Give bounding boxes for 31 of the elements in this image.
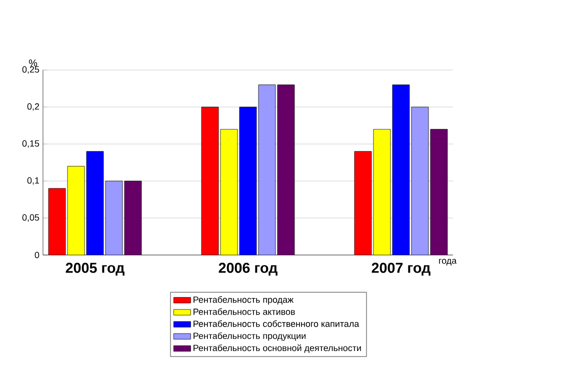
x-tick-label: 2005 год: [66, 262, 124, 276]
y-tick-label: 0,15: [22, 140, 40, 148]
bar: [277, 84, 294, 255]
bar: [392, 84, 410, 255]
legend-label: Рентабельность основной деятельности: [194, 344, 361, 353]
bar: [105, 181, 122, 255]
y-tick-label: 0,05: [22, 214, 40, 222]
bar: [68, 166, 85, 255]
legend-label: Рентабельность активов: [194, 308, 295, 315]
legend-label: Рентабельность продаж: [194, 296, 294, 305]
x-tick-label: 2007 год: [372, 262, 430, 276]
bar: [86, 151, 104, 255]
legend-label: Рентабельность продукции: [194, 332, 306, 341]
x-tick-label: 2006 год: [218, 262, 278, 276]
x-axis-title: года: [439, 258, 457, 266]
bar: [239, 107, 256, 255]
bar: [430, 129, 448, 255]
y-tick-label: 0,2: [27, 103, 40, 111]
y-tick-label: 0,1: [27, 177, 40, 185]
bar: [124, 181, 142, 255]
bar: [202, 107, 219, 255]
y-tick-label: 0,25: [22, 66, 40, 74]
bar: [220, 129, 238, 255]
bar: [411, 106, 429, 255]
bar: [354, 151, 372, 255]
y-axis-title: %: [28, 60, 38, 66]
bar: [373, 129, 391, 255]
y-tick-label: 0: [34, 252, 40, 258]
legend-label: Рентабельность собственного капитала: [194, 320, 360, 327]
bar: [258, 84, 276, 255]
bar: [48, 188, 66, 255]
